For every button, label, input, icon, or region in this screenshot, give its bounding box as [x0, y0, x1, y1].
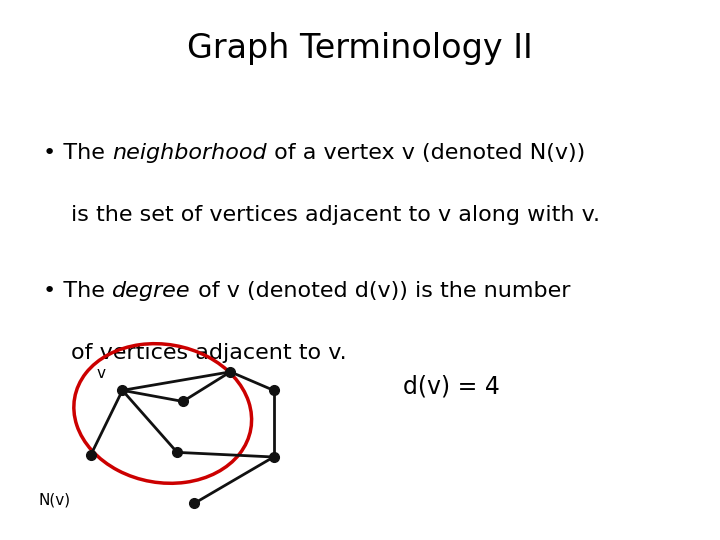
Text: v: v — [96, 366, 105, 381]
Text: N(v): N(v) — [39, 492, 71, 507]
Text: degree: degree — [112, 281, 191, 301]
Text: neighborhood: neighborhood — [112, 143, 267, 163]
Text: of a vertex v (denoted N(v)): of a vertex v (denoted N(v)) — [267, 143, 585, 163]
Text: of v (denoted d(v)) is the number: of v (denoted d(v)) is the number — [191, 281, 570, 301]
Text: • The: • The — [43, 281, 112, 301]
Text: d(v) = 4: d(v) = 4 — [403, 374, 500, 398]
Text: of vertices adjacent to v.: of vertices adjacent to v. — [71, 343, 346, 363]
Text: is the set of vertices adjacent to v along with v.: is the set of vertices adjacent to v alo… — [71, 205, 600, 225]
Text: • The: • The — [43, 143, 112, 163]
Text: Graph Terminology II: Graph Terminology II — [187, 32, 533, 65]
